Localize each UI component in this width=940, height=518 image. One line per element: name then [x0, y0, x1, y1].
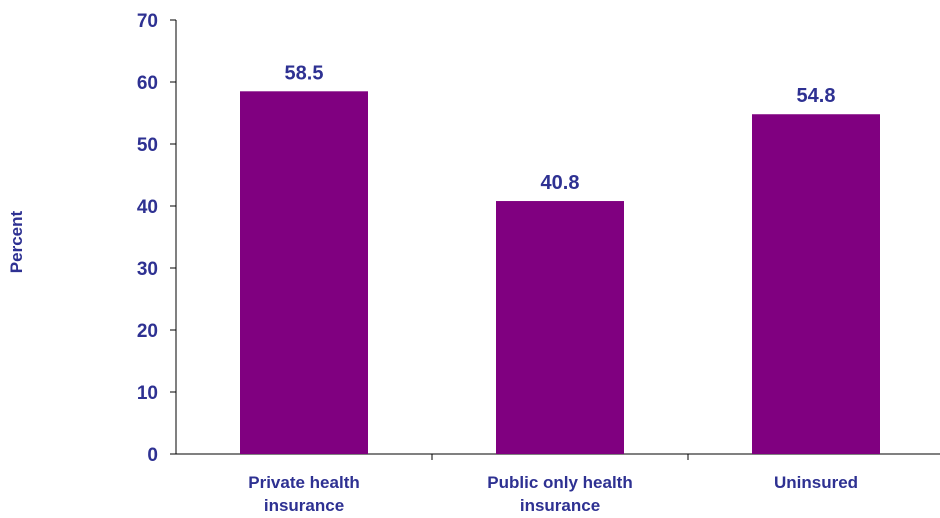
y-tick-label: 60 — [137, 73, 158, 94]
data-label: 40.8 — [541, 172, 580, 194]
bar — [496, 201, 624, 454]
category-label: Public only health — [487, 473, 632, 492]
y-tick-label: 70 — [137, 11, 158, 32]
y-tick-label: 40 — [137, 197, 158, 218]
category-label: Private health — [248, 473, 360, 492]
bar — [752, 114, 880, 455]
y-axis-title: Percent — [7, 210, 26, 273]
data-label: 54.8 — [797, 85, 836, 107]
bar — [240, 91, 368, 455]
y-tick-label: 20 — [137, 321, 158, 342]
category-label: Uninsured — [774, 473, 858, 492]
y-tick-label: 30 — [137, 259, 158, 280]
category-label: insurance — [520, 496, 600, 515]
bars — [240, 91, 880, 455]
y-tick-label: 50 — [137, 135, 158, 156]
y-tick-label: 10 — [137, 383, 158, 404]
category-label: insurance — [264, 496, 344, 515]
labels: 58.5 Private health insurance 40.8 Public on… — [248, 62, 858, 515]
y-tick-label: 0 — [147, 445, 158, 466]
data-label: 58.5 — [285, 62, 324, 84]
